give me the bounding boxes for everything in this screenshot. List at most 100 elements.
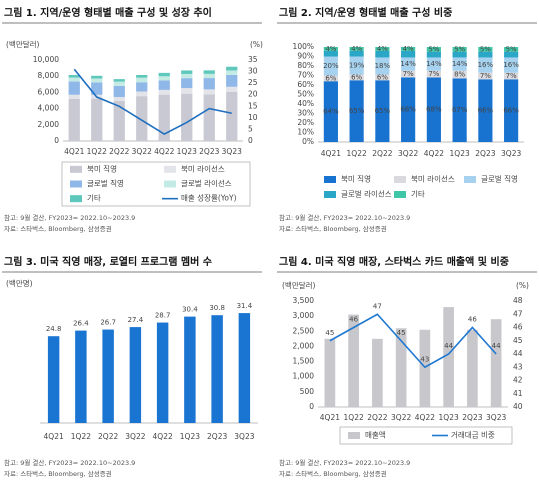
- y-tick-label: 3,000: [293, 311, 315, 320]
- bar: [238, 313, 251, 423]
- legend-label: 북미 라이선스: [181, 163, 225, 173]
- legend-label: 글로벌 직영: [87, 178, 124, 188]
- legend-label: 기타: [87, 194, 101, 203]
- bar: [323, 50, 338, 57]
- y-tick-label: 6,000: [38, 87, 60, 96]
- x-tick-label: 4Q21: [44, 432, 64, 441]
- bar: [443, 307, 454, 407]
- bar: [323, 81, 338, 142]
- data-label: 26.4: [73, 320, 89, 328]
- data-label: 19%: [349, 62, 365, 70]
- source: 자료: 스타벅스, Bloomberg, 삼성증권: [4, 224, 112, 233]
- y-tick-label: 80%: [297, 61, 314, 70]
- y2-tick-label: 15: [248, 101, 258, 110]
- bar: [129, 327, 142, 423]
- legend-marker: [70, 195, 82, 203]
- bar: [181, 78, 193, 89]
- x-tick-label: 4Q21: [321, 149, 341, 158]
- bar: [113, 85, 125, 98]
- data-label: 28.7: [155, 312, 171, 320]
- bar: [401, 47, 416, 51]
- y-tick-label: 1,000: [293, 372, 315, 381]
- bar: [136, 91, 148, 97]
- bar: [158, 94, 170, 141]
- bar: [349, 80, 364, 142]
- bar: [211, 315, 223, 423]
- bar: [203, 94, 215, 141]
- y-tick-label: 10%: [297, 128, 314, 137]
- y-tick-label: 40%: [297, 99, 314, 108]
- x-tick-label: 3Q23: [501, 149, 521, 158]
- legend-marker: [70, 180, 82, 188]
- bar: [452, 78, 467, 142]
- data-label: 4%: [325, 45, 336, 53]
- line: [73, 68, 232, 135]
- bar: [68, 77, 80, 82]
- data-label: 45: [325, 329, 334, 337]
- bar: [203, 70, 215, 74]
- bar: [75, 330, 87, 423]
- legend-marker: [324, 176, 336, 183]
- x-tick-label: 4Q21: [64, 147, 84, 156]
- bar: [181, 88, 193, 94]
- y2-axis-label: (%): [516, 281, 529, 290]
- bar: [478, 79, 493, 142]
- bar: [504, 57, 519, 73]
- source: 자료: 스타벅스, Bloomberg, 삼성증권: [279, 469, 387, 478]
- bar: [426, 77, 441, 142]
- data-label: 44: [444, 342, 453, 350]
- legend-label: 글로벌 라이선스: [181, 178, 232, 188]
- y-axis-label: (백만달러): [282, 280, 316, 290]
- bar: [203, 73, 215, 79]
- x-tick-label: 2Q22: [367, 413, 387, 422]
- y-tick-label: 20%: [297, 118, 314, 127]
- x-tick-label: 1Q23: [177, 147, 197, 156]
- x-tick-label: 2Q23: [475, 149, 495, 158]
- bar: [452, 51, 467, 58]
- bar: [426, 47, 441, 52]
- legend-box: [61, 161, 251, 207]
- data-label: 27.4: [128, 316, 144, 324]
- y-tick-label: 2,500: [293, 326, 315, 335]
- y2-tick-label: 45: [513, 336, 523, 345]
- y2-tick-label: 48: [513, 296, 523, 305]
- y2-tick-label: 25: [248, 78, 258, 87]
- legend-marker: [164, 180, 176, 188]
- data-label: 7%: [480, 72, 491, 80]
- bar: [323, 56, 338, 76]
- bar: [226, 66, 238, 71]
- legend-marker: [394, 176, 406, 183]
- chart-title: 그림 4. 미국 직영 매장, 스타벅스 카드 매출액 및 비중: [279, 255, 509, 268]
- y2-tick-label: 41: [513, 389, 523, 398]
- bar: [467, 329, 478, 407]
- legend-marker: [70, 165, 82, 173]
- bar: [426, 70, 441, 78]
- line: [329, 313, 497, 369]
- y-tick-label: 70%: [297, 71, 314, 80]
- bar: [419, 329, 431, 407]
- bar: [158, 76, 170, 81]
- y-tick-label: 0%: [302, 137, 314, 146]
- bar: [401, 77, 416, 142]
- y2-tick-label: 44: [513, 349, 523, 358]
- x-tick-label: 2Q23: [207, 432, 227, 441]
- source: 자료: 스타벅스, Bloomberg, 삼성증권: [4, 469, 112, 478]
- y2-tick-label: 42: [513, 376, 523, 385]
- bar: [136, 74, 148, 78]
- legend-label: 북미 라이선스: [411, 174, 455, 184]
- bar: [102, 329, 114, 423]
- bar: [401, 57, 416, 71]
- data-label: 68%: [400, 106, 416, 114]
- x-tick-label: 2Q22: [98, 432, 118, 441]
- bar: [113, 81, 125, 86]
- y2-tick-label: 10: [248, 113, 258, 122]
- y-tick-label: 100%: [293, 42, 314, 51]
- y-tick-label: 10,000: [33, 55, 59, 64]
- x-tick-label: 1Q23: [450, 149, 470, 158]
- legend-marker: [164, 165, 176, 173]
- data-label: 30.4: [182, 306, 198, 314]
- y-tick-label: 2,000: [38, 120, 60, 129]
- bar: [226, 91, 238, 141]
- data-label: 16%: [503, 61, 519, 69]
